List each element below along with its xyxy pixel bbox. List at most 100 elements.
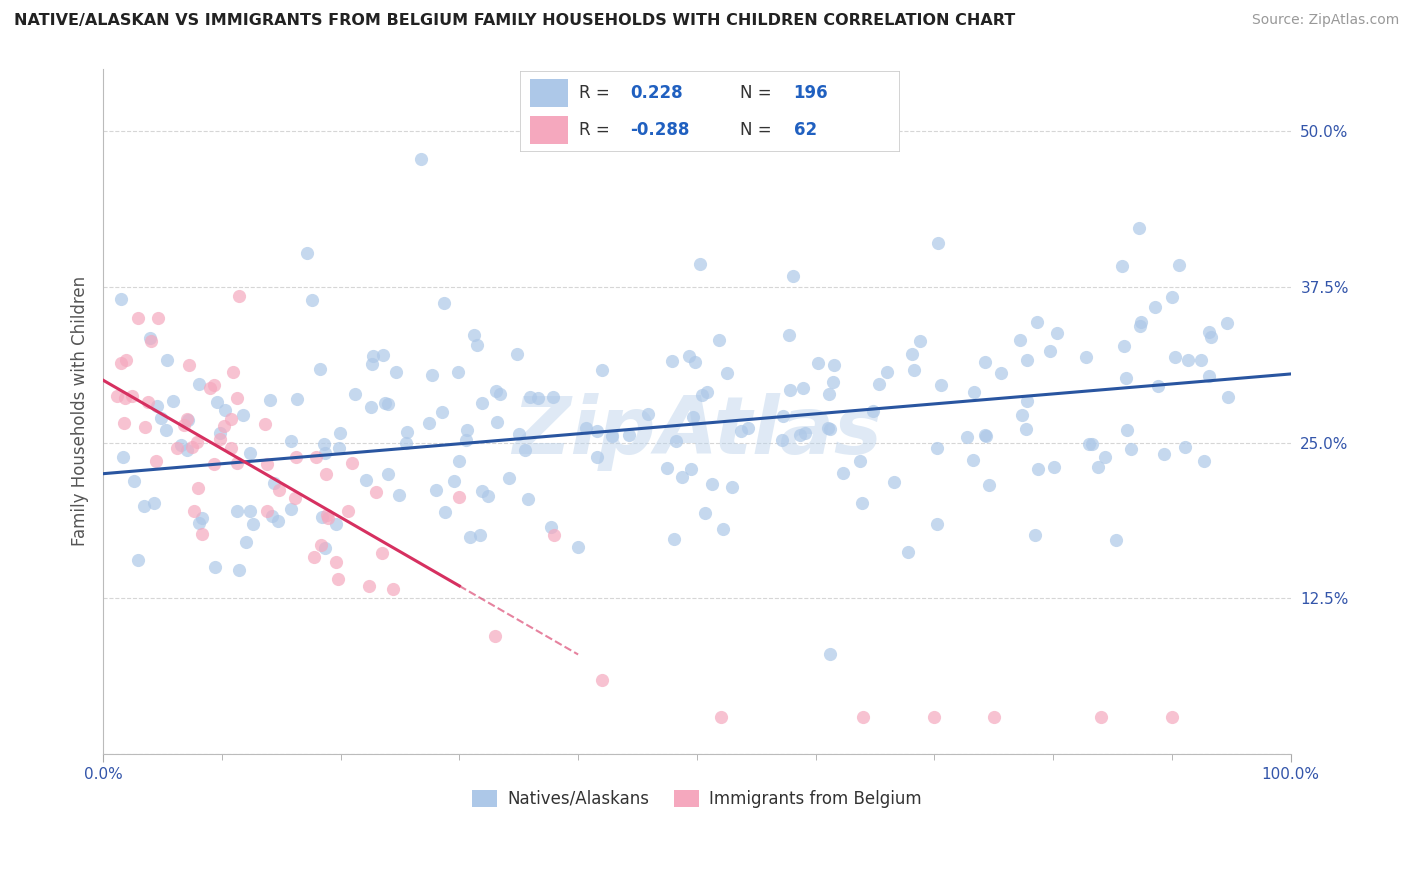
Point bbox=[730, 424, 752, 438]
Point bbox=[1160, 710, 1182, 724]
Point bbox=[1129, 318, 1152, 333]
Point bbox=[262, 508, 284, 523]
Point bbox=[186, 435, 208, 450]
Point bbox=[311, 509, 333, 524]
Point bbox=[239, 504, 262, 518]
Point bbox=[1015, 353, 1038, 368]
Point bbox=[325, 517, 347, 532]
Point bbox=[770, 433, 793, 447]
Point bbox=[823, 358, 845, 372]
Text: 62: 62 bbox=[793, 121, 817, 139]
Point bbox=[166, 441, 188, 455]
Point bbox=[162, 393, 184, 408]
Point bbox=[371, 348, 394, 362]
Point bbox=[208, 432, 231, 446]
Point bbox=[371, 546, 394, 560]
Point bbox=[269, 483, 291, 497]
Point bbox=[973, 355, 995, 369]
Point bbox=[661, 354, 683, 368]
Point bbox=[325, 555, 347, 569]
Point bbox=[235, 535, 257, 549]
Point bbox=[447, 453, 470, 467]
Point bbox=[543, 527, 565, 541]
Point bbox=[360, 400, 382, 414]
Point bbox=[974, 428, 997, 442]
Point bbox=[779, 383, 801, 397]
Point bbox=[484, 629, 506, 643]
Point bbox=[449, 490, 471, 504]
Point bbox=[716, 366, 738, 380]
Point bbox=[385, 365, 408, 379]
Point bbox=[498, 470, 520, 484]
Point bbox=[508, 426, 530, 441]
Point bbox=[477, 489, 499, 503]
Point bbox=[314, 446, 336, 460]
Point bbox=[818, 648, 841, 662]
Point bbox=[662, 532, 685, 546]
Point bbox=[297, 246, 319, 260]
Point bbox=[1143, 300, 1166, 314]
Point bbox=[540, 520, 562, 534]
Text: R =: R = bbox=[579, 121, 610, 139]
Point bbox=[105, 389, 128, 403]
Point bbox=[1216, 317, 1239, 331]
Point bbox=[420, 368, 443, 382]
Point bbox=[696, 385, 718, 400]
Point bbox=[366, 485, 388, 500]
Text: N =: N = bbox=[741, 84, 772, 102]
Point bbox=[142, 496, 165, 510]
Point bbox=[395, 435, 418, 450]
Point bbox=[155, 423, 177, 437]
Point bbox=[309, 361, 332, 376]
Bar bbox=[530, 116, 568, 145]
Point bbox=[110, 292, 132, 306]
Point bbox=[305, 450, 328, 464]
Point bbox=[121, 389, 143, 403]
Point bbox=[901, 347, 924, 361]
Point bbox=[312, 436, 335, 450]
Point bbox=[136, 395, 159, 409]
Point bbox=[924, 710, 946, 724]
Point bbox=[132, 499, 155, 513]
Point bbox=[1111, 259, 1133, 273]
Point bbox=[326, 572, 349, 586]
Bar bbox=[530, 78, 568, 108]
Point bbox=[205, 395, 228, 409]
Point bbox=[586, 450, 609, 465]
Point bbox=[177, 413, 200, 427]
Point bbox=[963, 384, 986, 399]
Point bbox=[361, 357, 384, 371]
Point bbox=[1119, 442, 1142, 456]
Point bbox=[219, 441, 242, 455]
Point bbox=[200, 381, 222, 395]
Point bbox=[600, 429, 623, 443]
Point bbox=[1160, 290, 1182, 304]
Point bbox=[139, 331, 162, 345]
Point bbox=[187, 481, 209, 495]
Point bbox=[1198, 325, 1220, 339]
Point bbox=[382, 582, 405, 596]
Point bbox=[925, 441, 948, 455]
Point bbox=[443, 474, 465, 488]
Point bbox=[789, 428, 811, 442]
Point bbox=[145, 454, 167, 468]
Point bbox=[486, 415, 509, 429]
Point bbox=[280, 501, 302, 516]
Point bbox=[187, 377, 209, 392]
Point bbox=[465, 337, 488, 351]
Point bbox=[156, 352, 179, 367]
Point bbox=[228, 563, 250, 577]
Point bbox=[316, 508, 339, 523]
Point bbox=[263, 475, 285, 490]
Point bbox=[127, 310, 149, 325]
Point bbox=[377, 397, 399, 411]
Point bbox=[204, 560, 226, 574]
Point bbox=[202, 378, 225, 392]
Point bbox=[1087, 459, 1109, 474]
Point bbox=[485, 384, 508, 399]
Point bbox=[112, 416, 135, 430]
Point bbox=[817, 421, 839, 435]
Point bbox=[709, 333, 731, 347]
Text: ZipAtlas: ZipAtlas bbox=[512, 393, 882, 471]
Point bbox=[343, 386, 366, 401]
